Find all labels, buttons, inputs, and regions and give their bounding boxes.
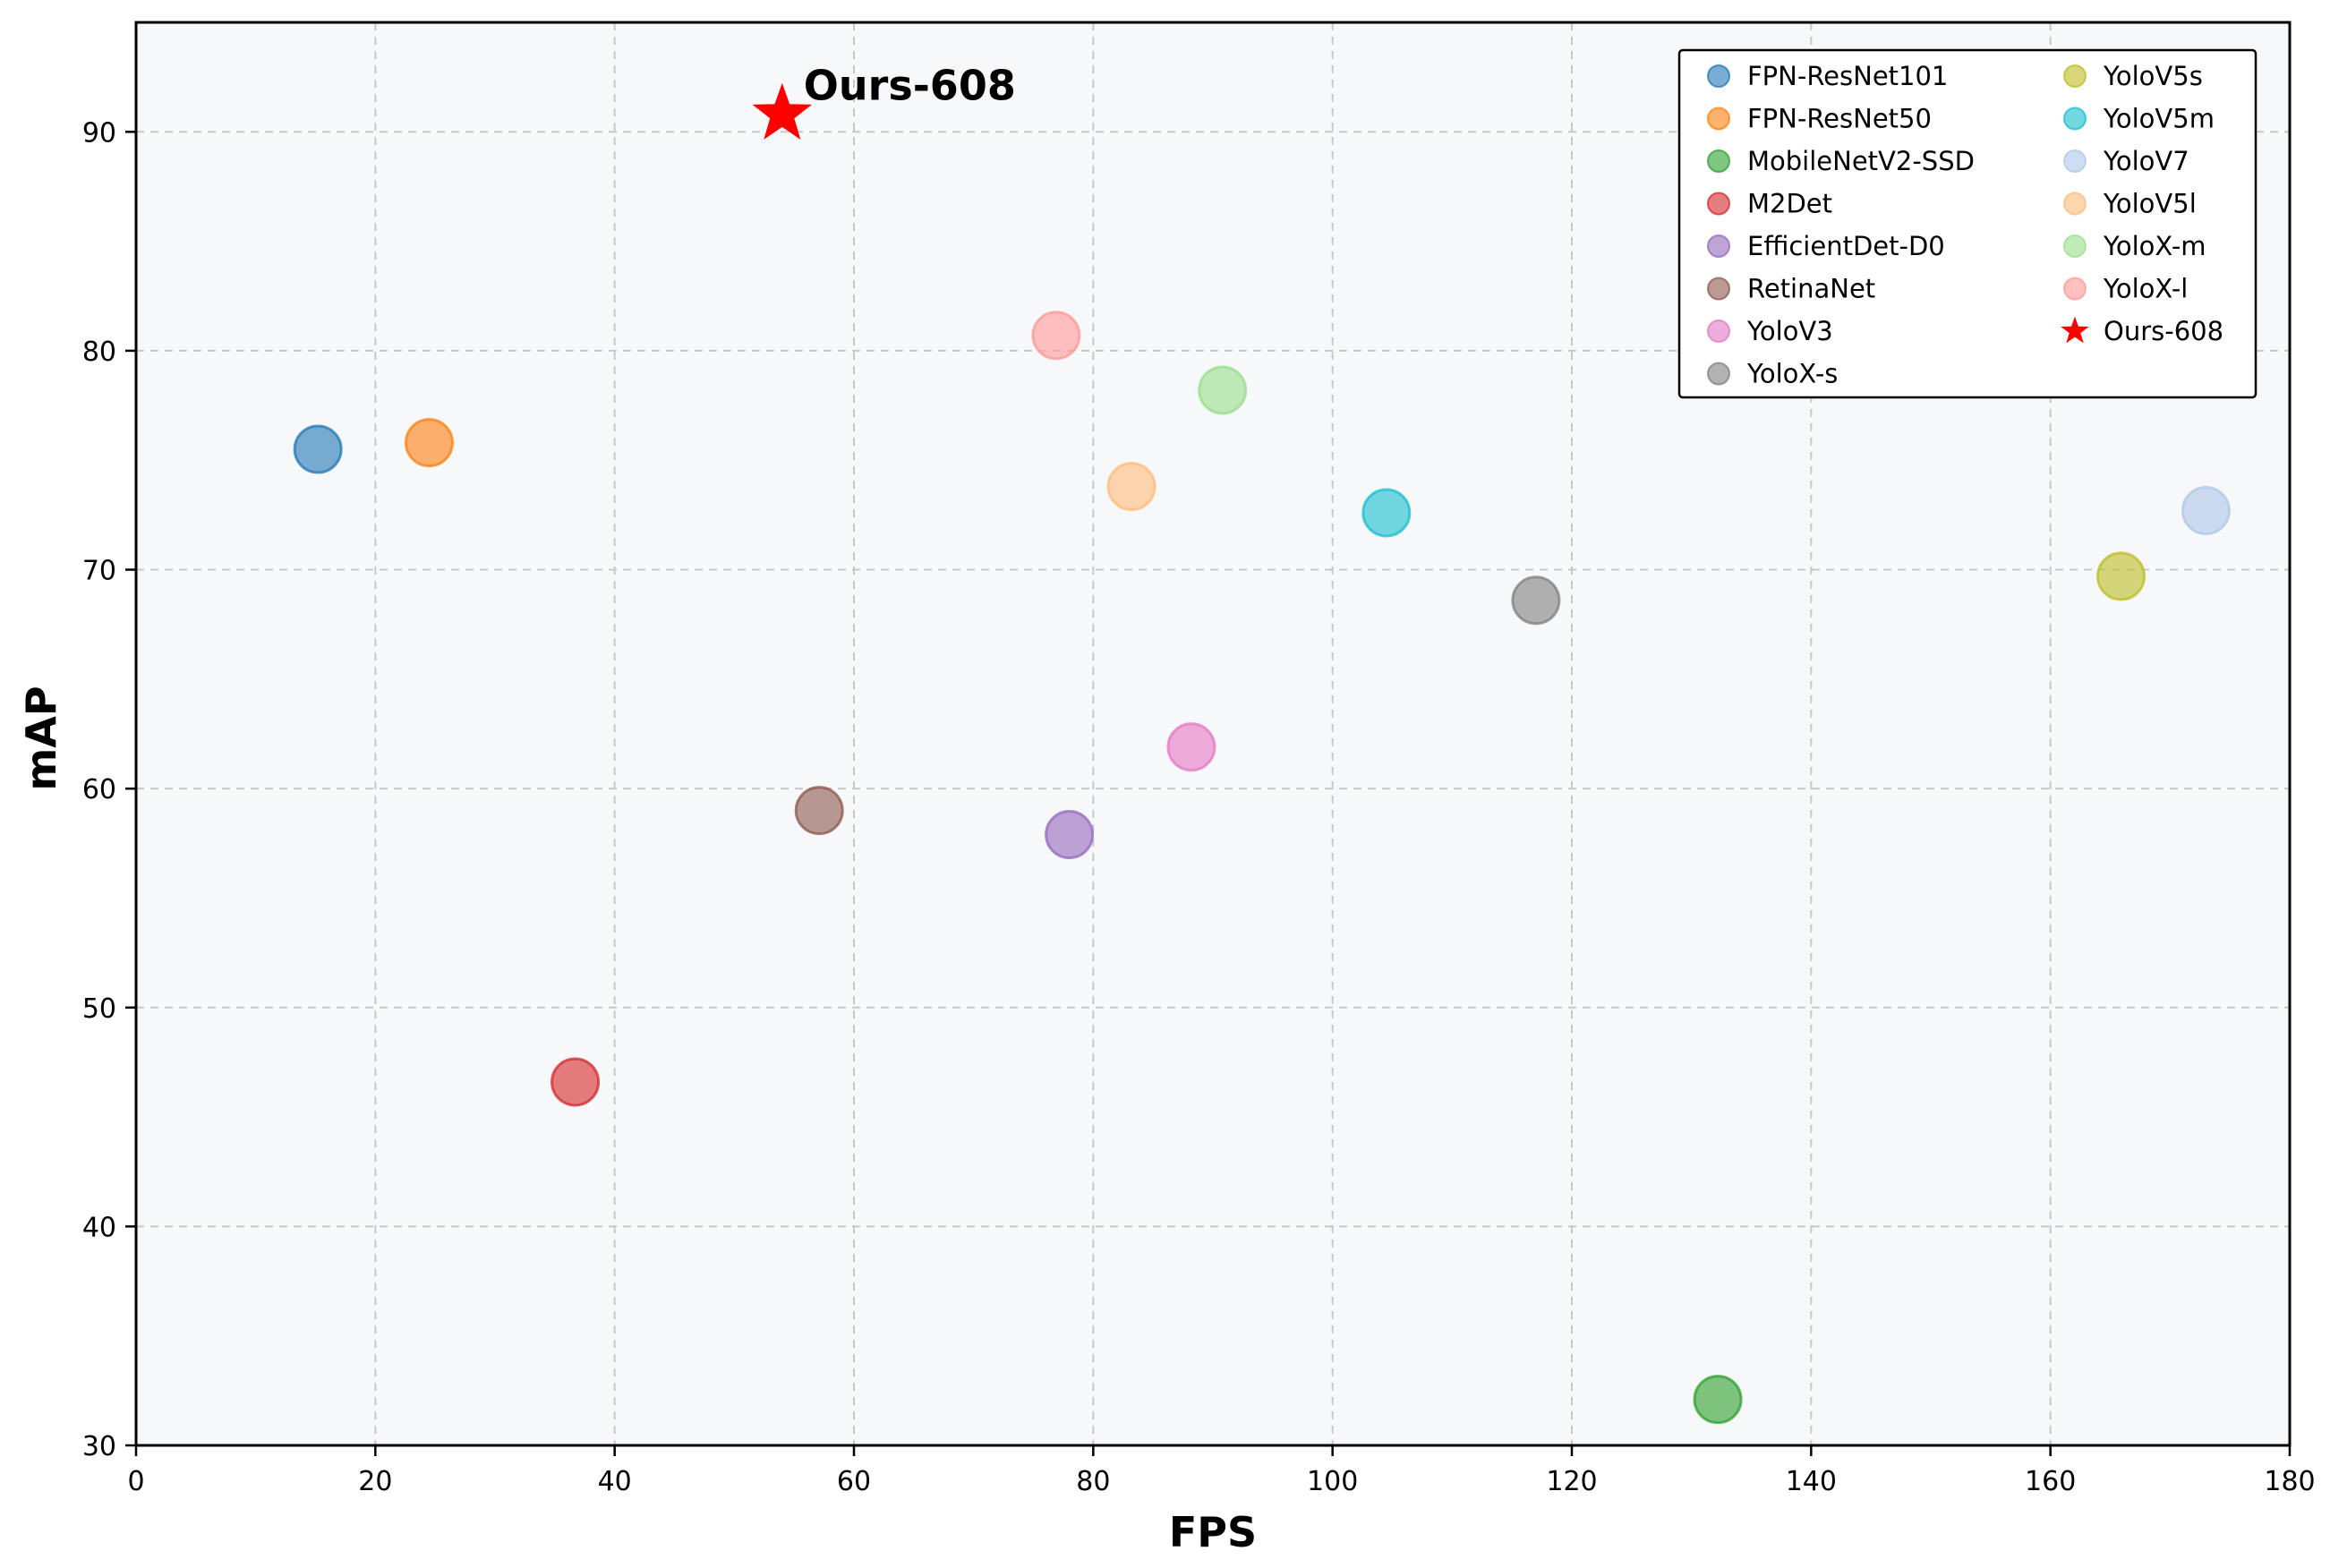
legend-marker-ours-608: [2061, 316, 2089, 344]
ours-608-annotation: Ours-608: [804, 62, 1016, 110]
legend-box: [1677, 48, 2257, 399]
legend-label-yolov3: YoloV3: [1746, 316, 1833, 346]
legend-label-yolox-l: YoloX-l: [2103, 274, 2188, 304]
axis-ticks: 0 20 40 60 80 100 120 140 160 180 30 40 50 60 70 80 90: [82, 117, 2316, 1497]
plot-frame: [134, 21, 2292, 1447]
point-yolox-l: [1031, 311, 1081, 361]
x-tick-label: 160: [2025, 1466, 2076, 1497]
legend-marker-fpn-resnet101: [1707, 64, 1730, 88]
x-tick-label: 0: [127, 1466, 144, 1497]
legend-marker-fpn-resnet50: [1707, 107, 1730, 131]
x-tick-label: 100: [1307, 1466, 1358, 1497]
legend-marker-yolov5s: [2063, 64, 2087, 88]
legend-label-m2det: M2Det: [1747, 189, 1832, 219]
legend-marker-retinanet: [1707, 277, 1730, 301]
y-tick-label: 70: [82, 556, 116, 587]
legend-label-yolox-s: YoloX-s: [1746, 359, 1838, 389]
legend-label-mobilenetv2-ssd: MobileNetV2-SSD: [1747, 146, 1975, 176]
point-yolov5l: [1106, 462, 1156, 512]
y-tick-label: 50: [82, 993, 116, 1025]
legend-marker-yolox-m: [2063, 234, 2087, 258]
x-tick-label: 80: [1076, 1466, 1110, 1497]
y-tick-label: 30: [82, 1431, 116, 1462]
legend-label-fpn-resnet101: FPN-ResNet101: [1747, 61, 1948, 91]
x-axis-title: FPS: [1169, 1508, 1257, 1556]
x-tick-label: 20: [358, 1466, 392, 1497]
point-yolov7: [2181, 485, 2231, 535]
legend-marker-yolox-l: [2063, 277, 2087, 301]
y-tick-label: 60: [82, 774, 116, 805]
legend-label-efficientdet-d0: EfficientDet-D0: [1747, 231, 1945, 261]
x-tick-label: 180: [2264, 1466, 2315, 1497]
point-retinanet: [794, 786, 844, 836]
point-yolov5m: [1361, 488, 1412, 538]
legend-label-yolov5m: YoloV5m: [2103, 104, 2215, 134]
point-efficientdet-d0: [1045, 810, 1095, 860]
legend-label-ours-608: Ours-608: [2104, 316, 2223, 346]
y-tick-label: 80: [82, 337, 116, 368]
point-yolox-s: [1511, 575, 1561, 626]
legend-marker-m2det: [1707, 192, 1730, 216]
legend-marker-mobilenetv2-ssd: [1707, 149, 1730, 173]
legend-marker-yolov7: [2063, 149, 2087, 173]
point-fpn-resnet50: [404, 418, 454, 468]
point-fpn-resnet101: [293, 424, 343, 474]
legend-marker-yolov5m: [2063, 107, 2087, 131]
data-points: [293, 82, 2231, 1425]
y-tick-label: 90: [82, 117, 116, 149]
y-tick-label: 40: [82, 1212, 116, 1243]
legend-label-yolox-m: YoloX-m: [2103, 231, 2206, 261]
legend-label-yolov5l: YoloV5l: [2103, 189, 2197, 219]
point-mobilenetv2-ssd: [1693, 1375, 1743, 1425]
y-axis-title: mAP: [17, 686, 65, 790]
legend-marker-yolox-s: [1707, 362, 1730, 386]
legend-label-yolov7: YoloV7: [2103, 146, 2189, 176]
x-tick-label: 120: [1546, 1466, 1597, 1497]
point-ours-608: [752, 82, 813, 141]
legend: FPN-ResNet101 FPN-ResNet50 MobileNetV2-SSD…: [1677, 48, 2257, 399]
x-tick-label: 140: [1786, 1466, 1837, 1497]
point-m2det: [550, 1057, 601, 1107]
legend-marker-yolov3: [1707, 320, 1730, 343]
legend-label-yolov5s: YoloV5s: [2103, 61, 2203, 91]
point-yolox-m: [1198, 365, 1248, 415]
legend-label-fpn-resnet50: FPN-ResNet50: [1747, 104, 1932, 134]
x-tick-label: 40: [598, 1466, 632, 1497]
legend-marker-efficientdet-d0: [1707, 234, 1730, 258]
point-yolov5s: [2096, 551, 2147, 601]
legend-label-retinanet: RetinaNet: [1747, 274, 1875, 304]
point-yolov3: [1166, 722, 1216, 772]
x-tick-label: 60: [837, 1466, 871, 1497]
legend-marker-yolov5l: [2063, 192, 2087, 216]
